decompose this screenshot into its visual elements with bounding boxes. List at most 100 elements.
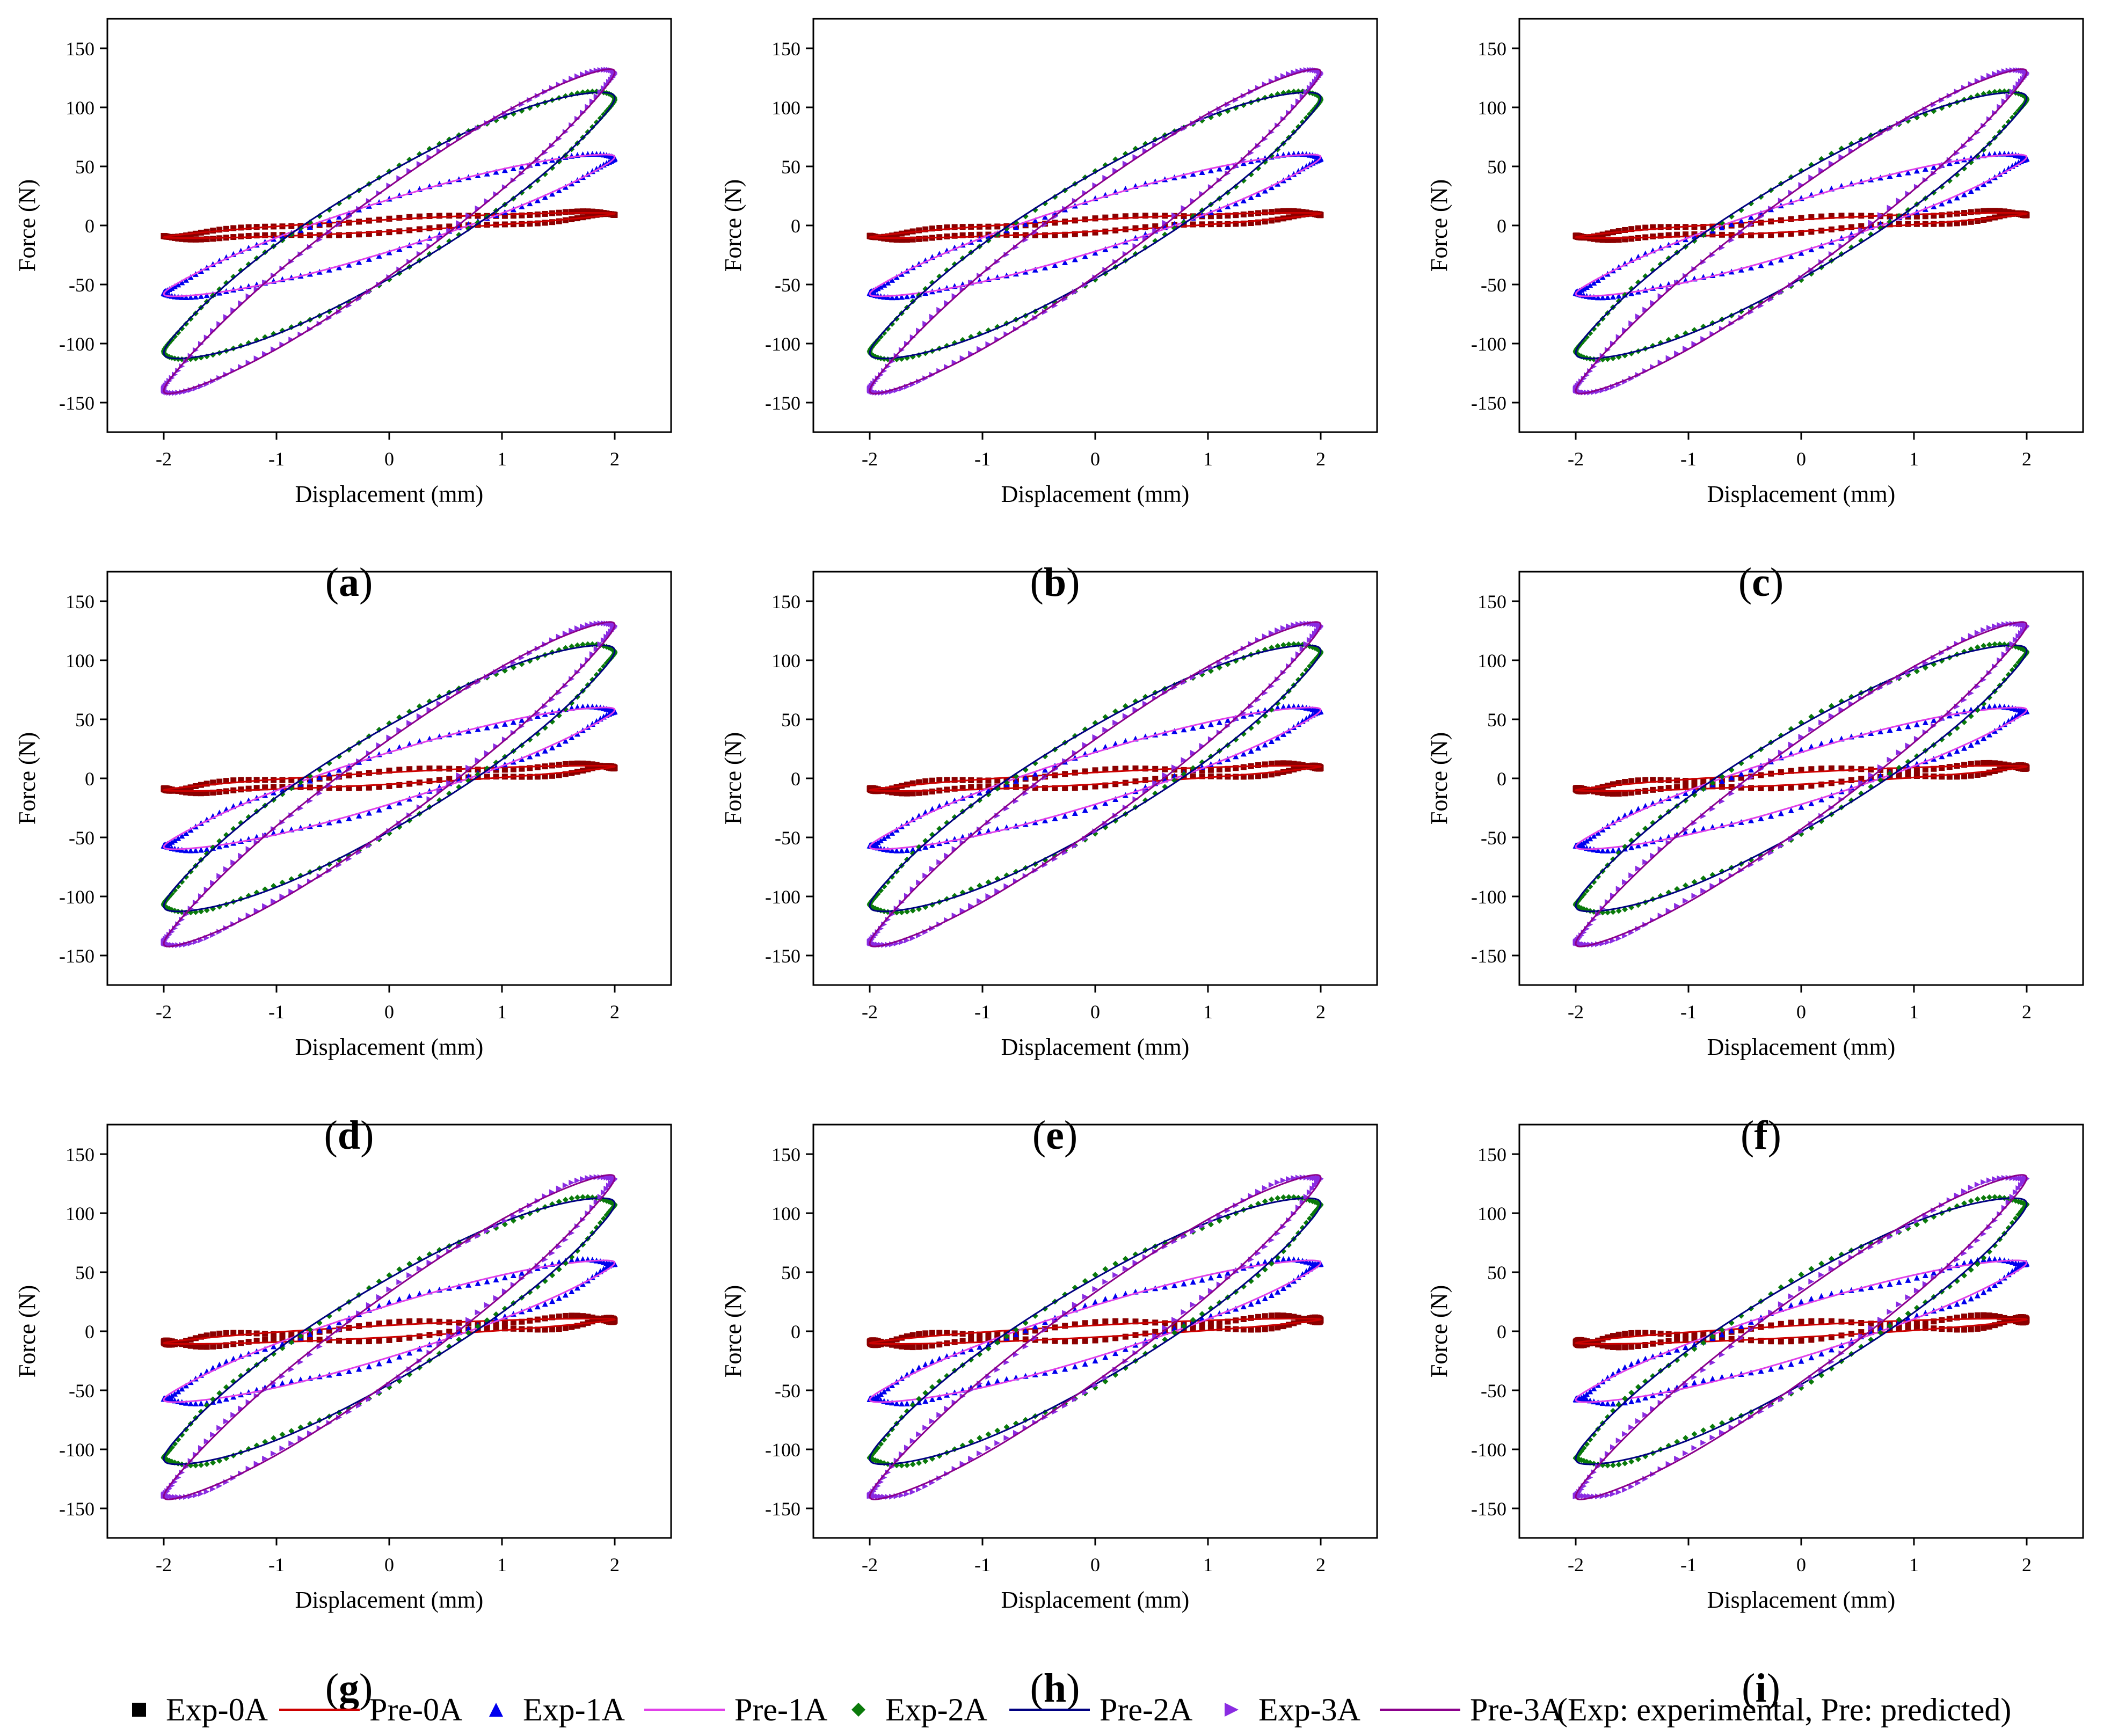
exp-point (1102, 1266, 1109, 1272)
exp-point (1233, 184, 1239, 190)
exp-point (386, 1337, 392, 1343)
exp-point (549, 191, 556, 197)
exp-point (1306, 637, 1313, 643)
exp-point (1142, 235, 1148, 242)
exp-point (1255, 1326, 1262, 1333)
exp-point (1738, 770, 1744, 777)
exp-point (1082, 784, 1088, 791)
exp-point (1052, 220, 1058, 226)
series-0A (867, 208, 1324, 243)
x-tick-label: 1 (1909, 1001, 1919, 1023)
exp-point (1905, 742, 1911, 749)
exp-point (527, 1317, 533, 1324)
exp-point (1610, 856, 1616, 863)
exp-point (1798, 274, 1804, 281)
exp-point (1683, 898, 1689, 904)
exp-point (501, 167, 508, 173)
exp-point (1887, 756, 1893, 763)
exp-point (1691, 893, 1698, 899)
exp-point (1181, 757, 1187, 763)
exp-point (959, 1461, 966, 1467)
y-tick-label: 150 (1477, 38, 1506, 60)
exp-point (1628, 1344, 1635, 1350)
exp-point (279, 1445, 286, 1451)
exp-point (1286, 623, 1292, 630)
exp-point (1199, 1277, 1205, 1283)
exp-point (475, 726, 481, 732)
exp-point (1974, 129, 1981, 136)
x-tick-label: 2 (610, 1554, 620, 1575)
exp-point (881, 1388, 887, 1395)
exp-point (1022, 221, 1029, 227)
exp-point (238, 852, 244, 859)
exp-point (1207, 1288, 1214, 1294)
exp-point (356, 259, 362, 265)
exp-point (1233, 716, 1239, 723)
exp-point (1622, 327, 1628, 333)
exp-point (985, 1380, 992, 1386)
exp-point (436, 788, 442, 794)
exp-point (210, 1431, 216, 1438)
exp-point (2001, 677, 2007, 683)
exp-point (169, 838, 175, 845)
exp-point (1132, 706, 1139, 713)
pre-line-1A (163, 1259, 616, 1403)
exp-point (1268, 1292, 1275, 1299)
exp-point (416, 161, 423, 167)
x-axis-label: Displacement (mm) (1001, 1034, 1190, 1060)
exp-point (416, 1318, 423, 1324)
exp-point (1199, 743, 1205, 749)
exp-point (1954, 194, 1960, 201)
exp-point (1818, 740, 1825, 747)
exp-point (1581, 839, 1587, 845)
exp-point (1255, 762, 1262, 768)
exp-point (436, 1330, 442, 1337)
exp-point (569, 1288, 575, 1294)
exp-point (366, 289, 372, 295)
exp-point (183, 320, 190, 327)
exp-point (510, 1319, 516, 1326)
exp-point (210, 1331, 216, 1338)
exp-point (175, 835, 181, 841)
exp-point (1262, 1295, 1268, 1301)
exp-point (1587, 835, 1593, 842)
exp-point (1622, 879, 1628, 885)
pre-line-0A (1574, 765, 2028, 792)
series-2A (1572, 88, 2030, 363)
pre-line-1A (869, 1259, 1322, 1403)
exp-point (1981, 760, 1987, 766)
exp-point (1595, 873, 1601, 880)
exp-point (1691, 827, 1698, 834)
y-tick-label: 150 (65, 1144, 94, 1165)
exp-point (1248, 774, 1254, 780)
exp-point (1190, 749, 1196, 756)
exp-point (878, 1493, 884, 1500)
exp-point (198, 1409, 204, 1415)
exp-point (1595, 294, 1601, 301)
x-tick-label: 1 (497, 1554, 507, 1575)
exp-point (916, 1364, 922, 1370)
exp-point (1262, 187, 1268, 194)
exp-point (1042, 221, 1049, 228)
exp-point (527, 1269, 533, 1275)
exp-point (307, 1430, 313, 1436)
x-tick-label: 2 (610, 448, 620, 470)
exp-point (493, 1325, 499, 1332)
y-tick-label: 0 (85, 1321, 94, 1343)
x-tick-label: 2 (2022, 448, 2032, 470)
exp-point (1887, 205, 1893, 211)
exp-point (881, 368, 887, 374)
exp-point (1112, 1318, 1119, 1324)
exp-point (216, 1425, 223, 1431)
exp-point (597, 89, 603, 96)
exp-point (542, 1301, 548, 1307)
exp-point (1635, 777, 1641, 784)
y-tick-label: 0 (85, 768, 94, 790)
exp-point (1162, 1325, 1168, 1331)
exp-markers-2A (161, 641, 618, 916)
exp-point (1931, 717, 1937, 723)
panel-g: -2 -1 0 1 2150100500-50-100-150Displacement … (14, 1124, 672, 1613)
pre-line-3A (869, 1174, 1322, 1500)
exp-point (2018, 630, 2024, 636)
exp-point (1758, 262, 1764, 268)
